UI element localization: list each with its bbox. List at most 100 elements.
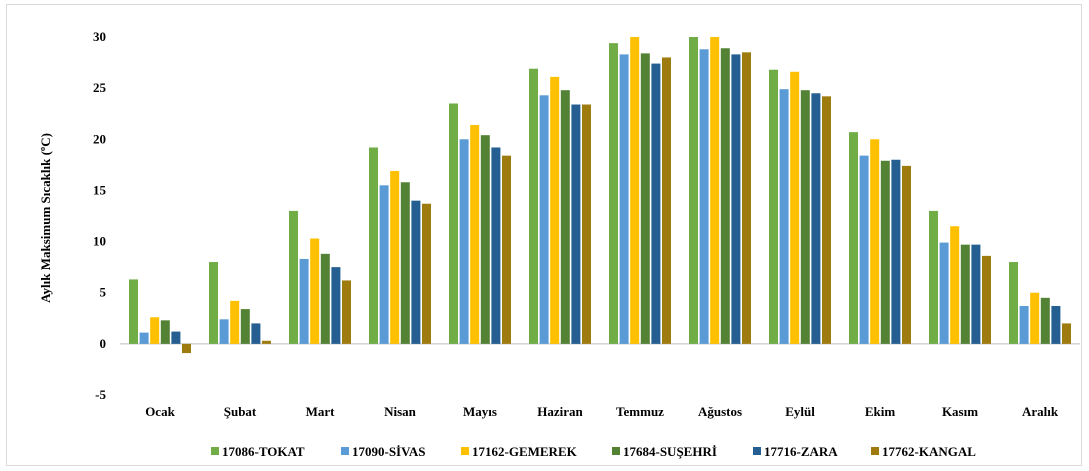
legend-swatch	[461, 447, 469, 455]
legend-label: 17716-ZARA	[764, 444, 838, 459]
legend-swatch	[341, 447, 349, 455]
bar	[240, 309, 250, 344]
chart-frame	[6, 4, 1082, 466]
bar	[960, 244, 970, 344]
legend: 17086-TOKAT 17090-SİVAS 17162-GEMEREK 17684…	[211, 444, 976, 459]
bar	[390, 170, 400, 344]
y-tick-label: 25	[93, 80, 107, 95]
bar	[480, 135, 490, 344]
bar	[640, 53, 650, 344]
bar	[209, 262, 218, 344]
y-tick-label: 30	[93, 29, 106, 44]
y-tick-label: 5	[100, 285, 107, 300]
bar	[609, 43, 618, 344]
bar	[230, 300, 240, 344]
x-tick-label: Eylül	[785, 404, 815, 419]
bar	[320, 253, 330, 344]
bar	[811, 93, 821, 344]
legend-label: 17162-GEMEREK	[472, 444, 578, 459]
x-tick-label: Şubat	[224, 404, 257, 419]
bar	[422, 203, 431, 344]
y-tick-label: 0	[100, 336, 107, 351]
bar	[379, 185, 389, 344]
y-tick-label: 15	[93, 182, 107, 197]
bar	[129, 279, 138, 344]
bar	[150, 317, 160, 344]
bar	[539, 95, 549, 344]
x-tick-label: Aralık	[1022, 404, 1059, 419]
bar	[299, 258, 309, 344]
bar	[582, 104, 591, 344]
bar	[342, 280, 351, 344]
legend-label: 17090-SİVAS	[352, 444, 425, 459]
bar	[971, 244, 981, 344]
bar	[849, 132, 858, 344]
legend-swatch	[612, 447, 620, 455]
bar	[891, 159, 901, 344]
y-tick-label: 10	[93, 234, 106, 249]
bar	[1040, 297, 1050, 344]
bar	[651, 63, 661, 344]
bar	[1009, 262, 1018, 344]
bar	[310, 238, 320, 344]
y-tick-label: 20	[93, 131, 106, 146]
legend-label: 17762-KANGAL	[882, 444, 976, 459]
bar	[251, 323, 261, 344]
bar	[779, 89, 789, 344]
bar	[262, 340, 271, 344]
bar	[950, 226, 960, 344]
bar	[619, 54, 629, 344]
bar	[880, 160, 890, 344]
bar	[720, 48, 730, 344]
bar	[859, 155, 869, 344]
bar	[689, 37, 698, 344]
legend-label: 17684-SUŞEHRİ	[623, 444, 717, 459]
bar	[1019, 306, 1029, 344]
bar	[502, 155, 511, 344]
bar	[459, 139, 469, 344]
x-tick-label: Kasım	[942, 404, 978, 419]
bar	[411, 200, 421, 344]
bar	[800, 90, 810, 344]
bar	[731, 54, 741, 344]
bar	[630, 37, 640, 344]
x-tick-label: Mart	[306, 404, 336, 419]
legend-swatch	[211, 447, 219, 455]
x-tick-label: Ağustos	[698, 404, 742, 419]
bar	[769, 69, 778, 344]
bar	[699, 49, 709, 344]
bar	[822, 96, 831, 344]
bar	[1051, 306, 1061, 344]
bar	[790, 71, 800, 344]
x-tick-label: Nisan	[384, 404, 417, 419]
bar	[139, 332, 149, 344]
legend-swatch	[753, 447, 761, 455]
bar	[939, 242, 949, 344]
legend-label: 17086-TOKAT	[222, 444, 305, 459]
bar	[369, 147, 378, 344]
bar	[289, 210, 298, 344]
bars-group	[129, 37, 1071, 354]
bar	[1030, 292, 1040, 344]
y-axis-ticks: -5 0 5 10 15 20 25 30	[93, 29, 107, 402]
x-tick-label: Ocak	[145, 404, 175, 419]
bar	[331, 267, 341, 344]
bar	[470, 124, 480, 344]
bar	[929, 210, 938, 344]
bar	[182, 343, 191, 354]
x-axis-ticks: Ocak Şubat Mart Nisan Mayıs Haziran Temmuz Ağus…	[145, 404, 1059, 419]
bar	[491, 147, 501, 344]
bar	[219, 319, 229, 344]
bar	[870, 139, 880, 344]
x-tick-label: Ekim	[865, 404, 896, 419]
bar	[560, 90, 570, 344]
bar	[742, 52, 751, 344]
y-tick-label: -5	[95, 387, 106, 402]
bar	[529, 68, 538, 344]
bar	[160, 320, 170, 344]
bar	[571, 104, 581, 344]
bar	[1062, 323, 1071, 344]
bar	[550, 76, 560, 344]
y-axis-label: Aylık Maksimum Sıcaklık (ºC)	[38, 133, 53, 303]
